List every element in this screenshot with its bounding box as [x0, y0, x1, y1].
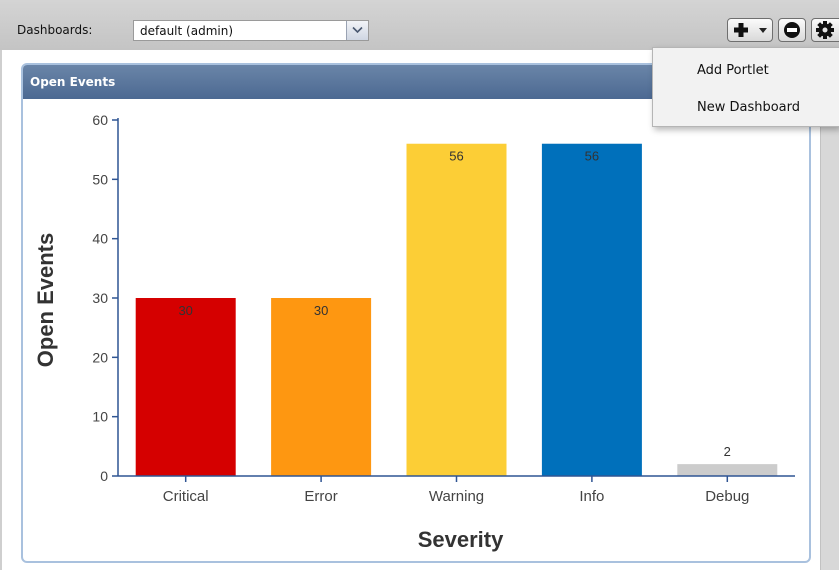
chevron-down-icon — [352, 26, 363, 34]
bar-error[interactable] — [271, 298, 372, 476]
dashboard-toolbar: Dashboards: default (admin) — [0, 0, 839, 50]
vertical-scrollbar[interactable] — [820, 50, 839, 570]
x-tick-label: Debug — [705, 488, 749, 505]
add-dropdown-menu: Add Portlet New Dashboard — [652, 47, 839, 127]
x-tick-label: Critical — [163, 488, 209, 505]
x-tick-label: Warning — [429, 488, 484, 505]
menu-item-new-dashboard[interactable]: New Dashboard — [697, 100, 801, 115]
data-label: 56 — [449, 149, 463, 164]
y-tick-label: 20 — [92, 349, 108, 365]
menu-item-add-portlet[interactable]: Add Portlet — [697, 63, 769, 78]
dashboard-select-value: default (admin) — [140, 24, 233, 38]
dashboard-select[interactable]: default (admin) — [133, 20, 369, 41]
remove-button[interactable] — [778, 18, 806, 42]
y-tick-label: 50 — [92, 171, 108, 187]
y-tick-label: 10 — [92, 409, 108, 425]
x-axis-title: Severity — [418, 527, 504, 552]
bar-info[interactable] — [541, 143, 642, 476]
y-tick-label: 60 — [92, 112, 108, 128]
minus-circle-icon — [784, 22, 800, 38]
dropdown-arrow-button[interactable] — [346, 21, 368, 40]
portlet-title: Open Events — [30, 75, 116, 89]
plus-icon — [734, 23, 748, 37]
settings-button[interactable] — [811, 18, 839, 42]
gear-icon — [816, 21, 834, 39]
y-tick-label: 0 — [100, 468, 108, 484]
data-label: 2 — [724, 444, 731, 459]
data-label: 30 — [178, 303, 192, 318]
dashboards-label: Dashboards: — [17, 23, 93, 37]
x-tick-label: Info — [579, 488, 604, 505]
data-label: 56 — [585, 149, 599, 164]
caret-down-icon — [759, 28, 767, 33]
bar-critical[interactable] — [135, 298, 236, 476]
y-tick-label: 30 — [92, 290, 108, 306]
x-tick-label: Error — [304, 488, 337, 505]
y-axis-title: Open Events — [33, 233, 58, 367]
y-tick-label: 40 — [92, 231, 108, 247]
add-menu-button[interactable] — [727, 18, 773, 42]
open-events-chart: 0 10 20 30 40 50 60 30 Critical 30 Error 56 Warning 5… — [33, 112, 795, 552]
bar-warning[interactable] — [406, 143, 507, 476]
open-events-portlet: Open Events 0 10 20 30 40 50 60 30 Critical 30 Err… — [21, 63, 811, 563]
data-label: 30 — [314, 303, 328, 318]
bar-debug[interactable] — [677, 464, 778, 476]
left-frame-edge — [0, 50, 2, 570]
